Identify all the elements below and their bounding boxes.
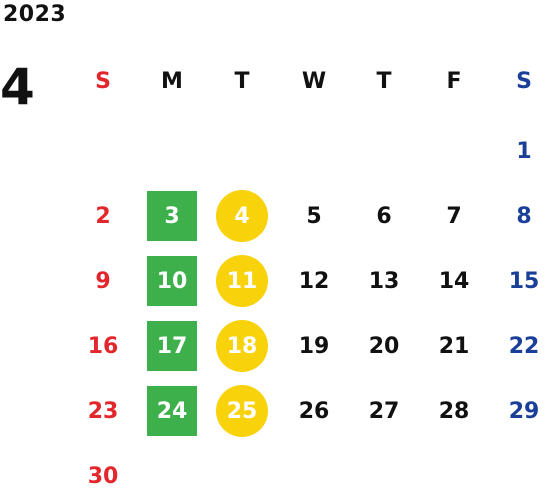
green-highlight-box	[147, 386, 197, 436]
day-cell: 22	[508, 333, 540, 359]
day-cell: 18	[226, 333, 258, 359]
day-cell: 11	[226, 268, 258, 294]
day-cell: 8	[516, 203, 532, 229]
day-cell: 25	[226, 398, 258, 424]
yellow-highlight-circle	[216, 190, 268, 242]
weekday-header: T	[376, 68, 392, 94]
green-highlight-box	[147, 256, 197, 306]
year-label: 2023	[3, 2, 67, 27]
day-cell: 14	[438, 268, 470, 294]
weekday-header: S	[95, 68, 111, 94]
day-cell: 20	[368, 333, 400, 359]
day-cell: 30	[87, 463, 119, 489]
yellow-highlight-circle	[216, 385, 268, 437]
day-cell: 10	[156, 268, 188, 294]
green-highlight-box	[147, 321, 197, 371]
day-cell: 29	[508, 398, 540, 424]
yellow-highlight-circle	[216, 255, 268, 307]
day-cell: 6	[376, 203, 392, 229]
day-cell: 5	[306, 203, 322, 229]
weekday-header: S	[516, 68, 532, 94]
day-cell: 27	[368, 398, 400, 424]
weekday-header: W	[301, 68, 327, 94]
day-cell: 13	[368, 268, 400, 294]
day-cell: 12	[298, 268, 330, 294]
day-cell: 17	[156, 333, 188, 359]
yellow-highlight-circle	[216, 320, 268, 372]
month-number: 4	[0, 58, 35, 116]
day-cell: 15	[508, 268, 540, 294]
day-cell: 26	[298, 398, 330, 424]
day-cell: 28	[438, 398, 470, 424]
day-cell: 16	[87, 333, 119, 359]
day-cell: 4	[234, 203, 250, 229]
day-cell: 21	[438, 333, 470, 359]
weekday-header: M	[161, 68, 183, 94]
day-cell: 19	[298, 333, 330, 359]
green-highlight-box	[147, 191, 197, 241]
day-cell: 1	[516, 138, 532, 164]
day-cell: 24	[156, 398, 188, 424]
weekday-header: F	[446, 68, 462, 94]
day-cell: 9	[95, 268, 111, 294]
day-cell: 2	[95, 203, 111, 229]
weekday-header: T	[234, 68, 250, 94]
day-cell: 3	[164, 203, 180, 229]
day-cell: 7	[446, 203, 462, 229]
day-cell: 23	[87, 398, 119, 424]
